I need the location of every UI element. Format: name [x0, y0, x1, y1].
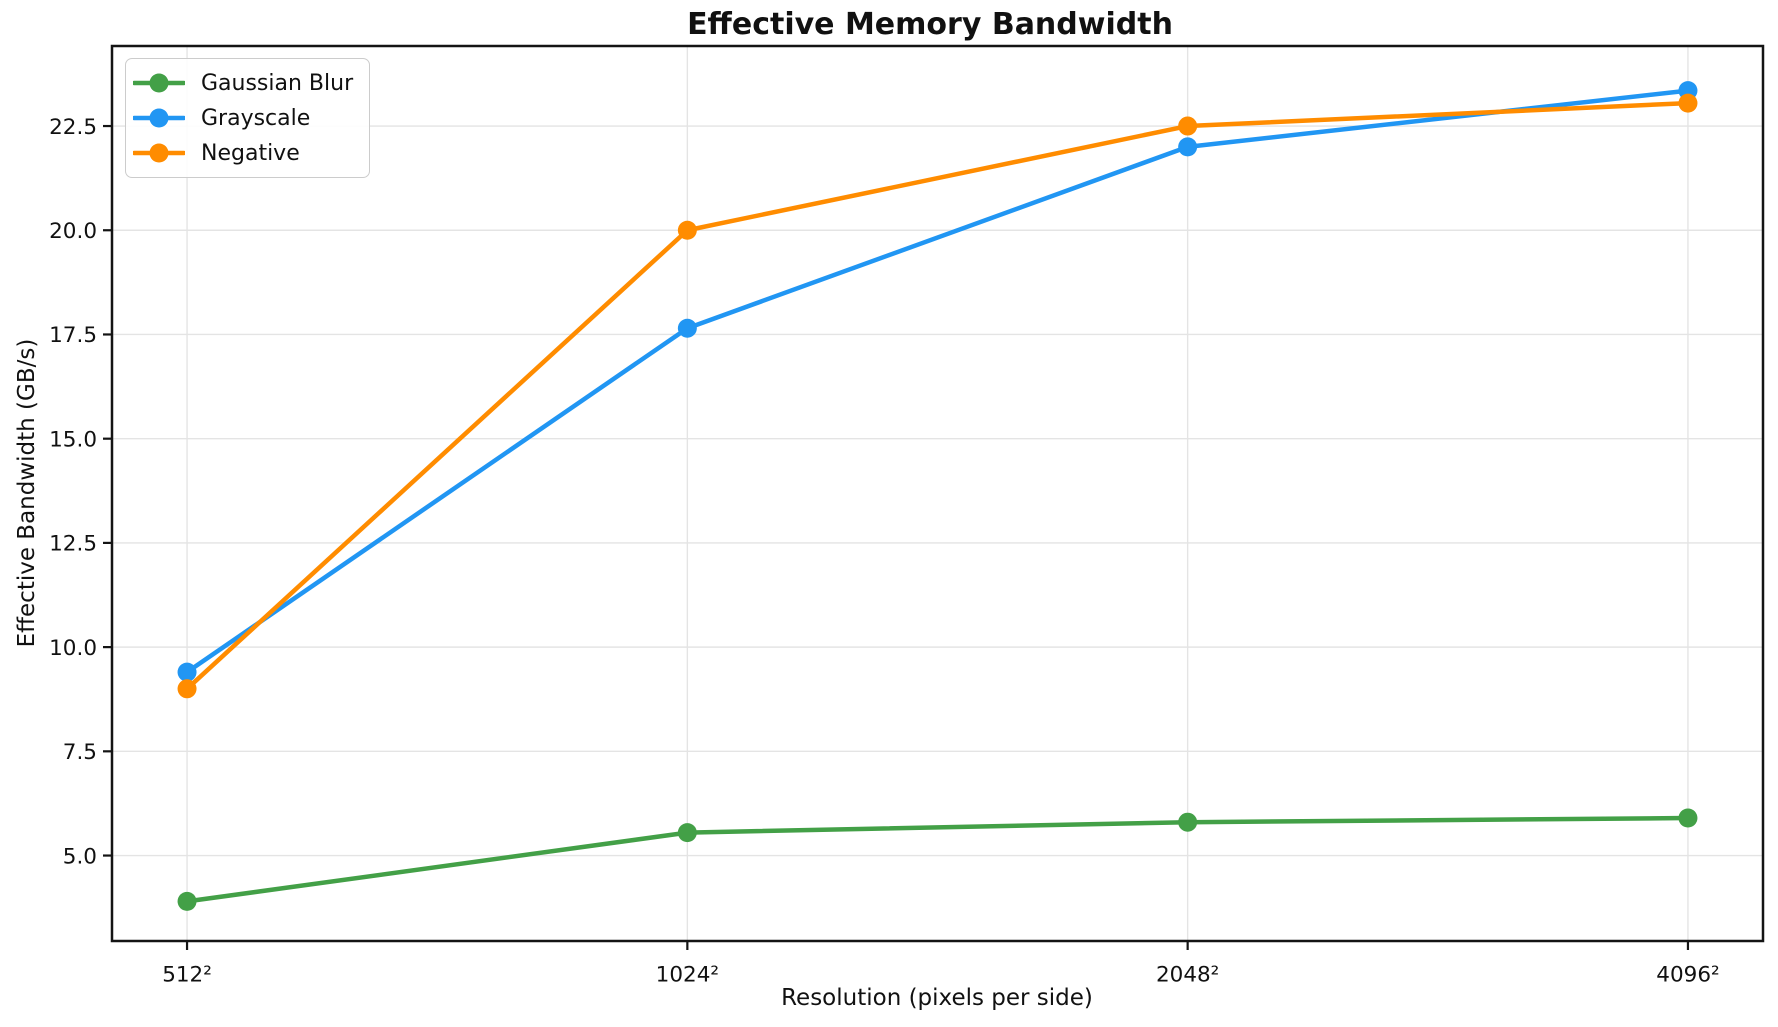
legend-line-marker-icon: [133, 73, 185, 93]
data-point: [1678, 808, 1698, 828]
x-tick-label: 4096²: [1656, 963, 1719, 988]
data-point: [177, 679, 197, 699]
data-point: [677, 823, 697, 843]
series-gaussian-blur: [177, 808, 1698, 911]
y-tick-label: 7.5: [63, 740, 97, 765]
axis-ticks: [103, 124, 1690, 950]
y-axis-label: Effective Bandwidth (GB/s): [14, 338, 40, 648]
legend-item-grayscale: Grayscale: [133, 102, 353, 134]
y-tick-label: 22.5: [49, 115, 97, 140]
x-tick-label: 512²: [162, 963, 212, 988]
gridlines: [112, 46, 1763, 941]
plot-border: [110, 44, 1765, 943]
legend: Gaussian Blur Grayscale Negative: [125, 58, 371, 178]
chart-title: Effective Memory Bandwidth: [687, 7, 1173, 42]
y-tick-label: 5.0: [63, 844, 97, 869]
data-point: [677, 318, 697, 338]
y-tick-label: 10.0: [49, 636, 97, 661]
legend-label: Negative: [201, 140, 300, 166]
data-point: [677, 220, 697, 240]
data-point: [1178, 137, 1198, 157]
data-point: [1178, 116, 1198, 136]
data-point: [1178, 812, 1198, 832]
y-tick-label: 20.0: [49, 219, 97, 244]
x-tick-label: 1024²: [656, 963, 719, 988]
legend-item-gaussian-blur: Gaussian Blur: [133, 67, 353, 99]
series-line: [184, 815, 1691, 904]
legend-label: Gaussian Blur: [201, 70, 354, 96]
y-tick-label: 17.5: [49, 323, 97, 348]
y-tick-label: 15.0: [49, 427, 97, 452]
tick-labels: 5.0 7.5 10.0 12.5 15.0 17.5 20.0 22.5 512² 1024² 2…: [49, 115, 1720, 988]
data-point: [1678, 93, 1698, 113]
data-point: [177, 891, 197, 911]
legend-item-negative: Negative: [133, 137, 353, 169]
legend-line-marker-icon: [133, 143, 185, 163]
x-tick-label: 2048²: [1156, 963, 1219, 988]
series-grayscale: [177, 81, 1698, 682]
legend-line-marker-icon: [133, 108, 185, 128]
legend-label: Grayscale: [201, 105, 311, 131]
series-line: [184, 100, 1691, 692]
series-negative: [177, 93, 1698, 699]
series-line: [184, 88, 1691, 675]
y-tick-label: 12.5: [49, 532, 97, 557]
data-point: [177, 662, 197, 682]
x-axis-label: Resolution (pixels per side): [781, 985, 1093, 1011]
